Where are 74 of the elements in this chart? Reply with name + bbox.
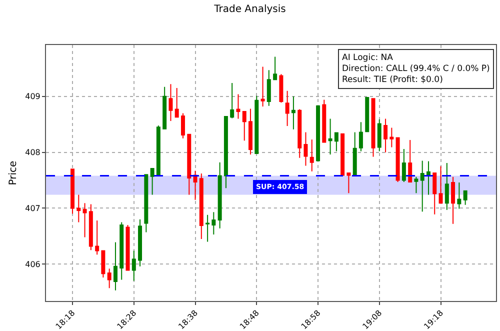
annotation: AI Logic: NA <box>342 53 394 63</box>
candlestick <box>384 118 388 153</box>
candlestick <box>408 140 412 182</box>
candlestick <box>236 94 240 120</box>
candlestick <box>390 127 394 148</box>
candlestick <box>230 82 234 119</box>
candlestick <box>279 74 284 104</box>
y-tick-label: 409 <box>25 92 40 102</box>
y-tick-label: 408 <box>25 148 40 158</box>
candlestick <box>451 176 456 224</box>
candlestick <box>174 88 179 118</box>
candlestick <box>457 182 462 210</box>
candlestick <box>358 122 363 152</box>
candlestick <box>260 66 265 107</box>
candlestick <box>420 160 424 212</box>
candlestick <box>438 166 443 204</box>
candlestick <box>414 176 418 194</box>
candlestick <box>101 250 106 278</box>
candlestick <box>273 56 278 80</box>
candlestick <box>463 190 468 206</box>
candlestick <box>291 96 296 130</box>
candlestick <box>187 134 192 196</box>
candlestick <box>298 108 302 158</box>
candlestick <box>180 112 185 139</box>
candlestick <box>138 218 142 267</box>
candlestick <box>162 86 167 130</box>
candlestick <box>402 148 406 182</box>
candlestick <box>371 98 376 158</box>
annotation: Direction: CALL (99.4% C / 0.0% P) <box>342 64 490 74</box>
candlestick <box>120 222 124 280</box>
candlestick <box>95 220 100 256</box>
candlestick <box>156 124 160 176</box>
candlestick <box>444 162 449 210</box>
candlestick <box>144 174 148 233</box>
candlestick <box>328 118 332 156</box>
candlestick <box>126 224 130 271</box>
candlestick <box>304 132 308 166</box>
candlestick <box>377 118 382 152</box>
y-tick-label: 407 <box>25 204 40 214</box>
candlestick <box>285 90 290 127</box>
candlestick <box>352 132 357 176</box>
chart-title: Trade Analysis <box>213 4 286 15</box>
candlestick <box>206 214 210 242</box>
candlestick <box>346 172 351 194</box>
candlestick <box>224 116 228 189</box>
y-tick-label: 406 <box>25 260 40 269</box>
candlestick <box>248 108 252 156</box>
candlestick <box>432 172 437 215</box>
candlestick <box>150 168 154 196</box>
candlestick <box>113 242 118 291</box>
candlestick <box>82 202 87 238</box>
candlestick <box>334 132 338 152</box>
candlestick <box>396 137 400 182</box>
candlestick <box>340 133 345 176</box>
candlestick <box>199 173 204 240</box>
candlestick <box>70 168 75 214</box>
candlestick <box>266 70 271 106</box>
candlestick <box>316 105 320 162</box>
candlestick <box>193 170 198 200</box>
annotation: Result: TIE (Profit: $0.0) <box>342 75 443 86</box>
candlestick <box>88 204 93 251</box>
candlestick <box>426 160 430 196</box>
candlestick <box>212 212 216 235</box>
candlestick <box>132 250 136 282</box>
candlestick <box>254 95 259 154</box>
candlestick <box>322 99 326 143</box>
candlestick <box>168 84 173 122</box>
y-axis-title: Price <box>8 160 20 186</box>
candlestick <box>365 97 370 132</box>
candlestick <box>76 194 81 223</box>
candlestick <box>310 138 314 172</box>
candlestick <box>218 162 222 229</box>
candlestick <box>242 111 246 142</box>
candlestick <box>107 268 112 289</box>
